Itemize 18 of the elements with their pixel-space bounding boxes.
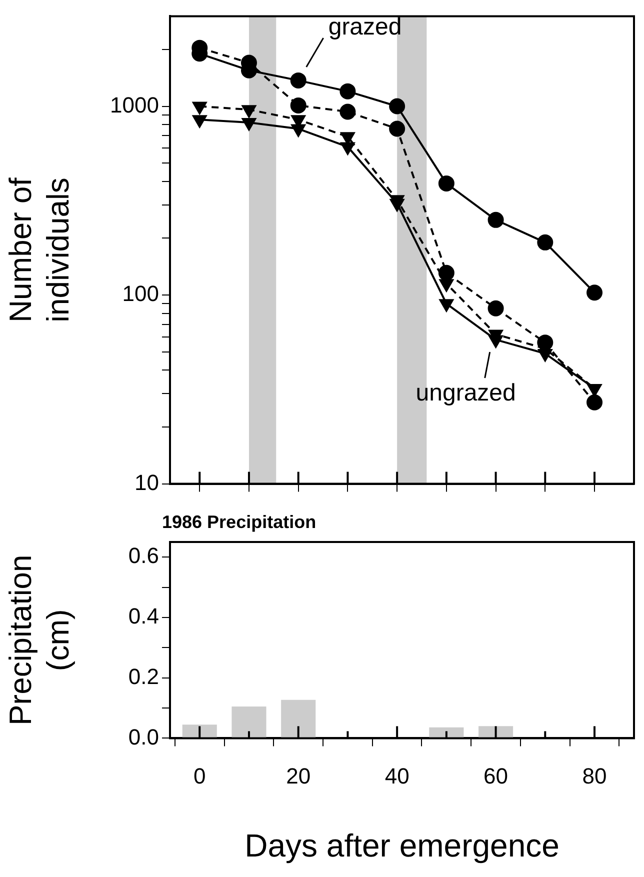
y-tick-label: 0.2 (128, 664, 159, 689)
annotation: ungrazed (416, 380, 516, 407)
chart-title: 1986 Precipitation (162, 512, 316, 532)
x-tick-label: 80 (582, 763, 607, 788)
y-axis-title: Precipitation (cm) (3, 554, 76, 726)
x-tick-label: 0 (193, 763, 206, 788)
x-tick-label: 40 (384, 763, 410, 788)
y-tick-label: 10 (134, 470, 159, 495)
y-tick-label: 0.4 (128, 604, 159, 629)
y-tick-label: 100 (122, 281, 159, 306)
y-axis-title: Number of individuals (3, 177, 76, 322)
y-tick-label: 0.0 (128, 724, 159, 750)
y-tick-label: 0.6 (128, 543, 159, 568)
x-tick-label: 60 (484, 763, 508, 788)
x-tick-label: 20 (286, 763, 311, 788)
y-tick-label: 1000 (110, 92, 159, 118)
annotation: grazed (328, 14, 402, 41)
x-axis-title: Days after emergence (244, 828, 560, 864)
